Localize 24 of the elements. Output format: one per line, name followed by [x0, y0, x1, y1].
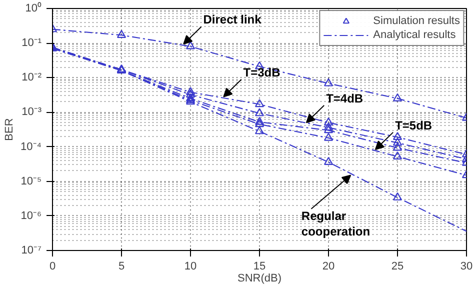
x-tick-label: 30: [460, 260, 473, 272]
y-tick-label: 10⁻¹: [22, 37, 42, 50]
x-tick-label: 20: [322, 260, 335, 272]
x-tick-label: 10: [184, 260, 197, 272]
y-tick-label: 10⁻⁶: [20, 210, 42, 222]
x-axis-title: SNR(dB): [237, 272, 282, 284]
legend-label: Analytical results: [373, 28, 456, 42]
legend-label: Simulation results: [373, 14, 460, 28]
x-tick-label: 5: [118, 260, 125, 272]
x-tick-label: 25: [391, 260, 404, 272]
y-tick-label: 10⁻²: [22, 72, 42, 84]
y-tick-label: 10⁻⁷: [21, 244, 42, 256]
annotation: Direct link: [203, 12, 262, 27]
y-axis-title: BER: [4, 118, 16, 141]
x-tick-label: 0: [49, 260, 56, 272]
x-tick-label: 15: [253, 260, 266, 272]
y-tick-label: 10⁻³: [22, 106, 42, 118]
annotation: T=5dB: [395, 118, 432, 132]
annotation: T=3dB: [243, 65, 281, 80]
y-tick-label: 10⁰: [25, 2, 42, 14]
annotation: T=4dB: [326, 91, 364, 106]
y-tick-label: 10⁻⁴: [20, 140, 42, 153]
y-tick-label: 10⁻⁵: [20, 175, 42, 188]
annotation: Regular cooperation: [301, 208, 370, 238]
